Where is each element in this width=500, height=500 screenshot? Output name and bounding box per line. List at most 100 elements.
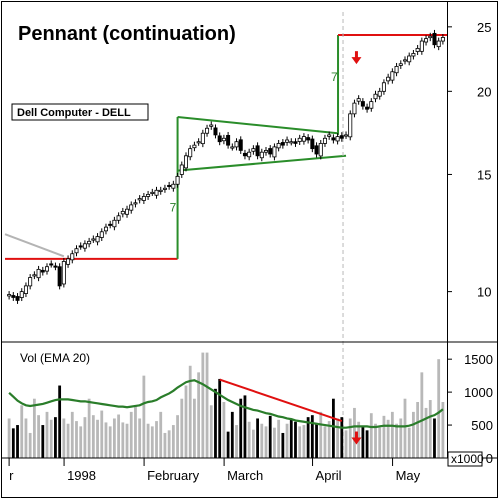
price-candle: [415, 44, 420, 56]
volume-bar: [193, 398, 196, 458]
price-y-tick-label: 20: [477, 84, 491, 99]
price-candle: [419, 37, 424, 55]
price-candle: [398, 60, 403, 69]
volume-bar: [45, 411, 49, 458]
axes: 10 15 20 25 Pennant (continuation) Dell Compu…: [1, 1, 497, 483]
volume-bar: [87, 398, 91, 458]
volume-bar: [117, 414, 121, 458]
price-candle: [141, 193, 146, 204]
volume-bar: [298, 426, 302, 458]
x-tick-label: March: [227, 468, 263, 483]
price-candle: [137, 195, 142, 204]
volume-bar: [159, 411, 163, 458]
price-candle: [120, 207, 125, 218]
price-candle: [45, 263, 50, 275]
price-candle: [179, 161, 184, 178]
price-candle: [276, 139, 281, 152]
price-candle: [428, 32, 433, 42]
price-candle: [424, 35, 429, 46]
volume-bar: [251, 429, 255, 458]
volume-bar: [235, 425, 238, 458]
price-candle: [217, 132, 222, 146]
volume-bar: [49, 419, 53, 458]
volume-bar: [201, 352, 205, 458]
volume-y-tick-label: 500: [471, 418, 493, 433]
volume-bar: [32, 398, 36, 458]
price-candle: [411, 50, 416, 60]
x-tick-label: April: [316, 468, 342, 483]
volume-bar: [138, 418, 142, 458]
price-candle: [255, 142, 260, 160]
volume-bar: [16, 425, 19, 458]
volume-bar: [222, 402, 226, 458]
volume-bar: [441, 402, 445, 458]
price-candle: [226, 131, 231, 149]
volume-bar: [268, 415, 272, 458]
volume-bar: [188, 365, 192, 458]
volume-bar: [433, 418, 436, 458]
price-candle: [133, 199, 138, 208]
price-candle: [318, 139, 323, 160]
price-candle: [125, 205, 130, 218]
volume-bar: [437, 359, 441, 458]
price-candle: [82, 240, 87, 252]
volume-bar: [96, 419, 99, 458]
volume-bar: [386, 419, 390, 458]
volume-bar: [28, 432, 32, 458]
volume-bar: [108, 426, 112, 458]
volume-bar: [294, 421, 297, 458]
price-candle: [386, 73, 391, 85]
price-candle: [175, 172, 180, 188]
price-candle: [40, 266, 45, 276]
price-candle: [238, 136, 243, 154]
price-candle: [108, 220, 113, 229]
volume-bar: [66, 423, 70, 458]
volume-bar: [256, 418, 259, 458]
price-candle: [196, 138, 201, 146]
volume-y-tick-label: 1000: [464, 385, 493, 400]
x-tick-label: 1998: [67, 468, 96, 483]
volume-bar: [395, 423, 398, 458]
price-candle: [272, 143, 277, 161]
price-candle: [247, 148, 252, 161]
volume-bar: [24, 418, 28, 458]
volume-bar: [424, 407, 428, 458]
volume-bar: [125, 423, 129, 458]
price-candle: [171, 180, 176, 192]
volume-bar: [197, 372, 201, 458]
price-candle: [407, 52, 412, 66]
volume-bar: [365, 430, 369, 458]
price-candle: [373, 90, 378, 103]
x-tick-label: February: [147, 468, 200, 483]
price-candle: [99, 228, 104, 241]
series-label: Dell Computer - DELL: [17, 107, 131, 119]
volume-bar: [62, 418, 66, 458]
volume-bar: [323, 426, 327, 458]
volume-bar: [104, 422, 108, 458]
price-candle: [280, 139, 285, 149]
volume-bar: [180, 398, 184, 458]
volume-bar: [302, 425, 306, 458]
price-candle: [234, 138, 239, 151]
volume-bar: [239, 398, 243, 458]
price-candle: [200, 129, 205, 148]
price-candle: [348, 110, 353, 141]
price-candle: [74, 245, 79, 257]
price-candle: [297, 134, 302, 145]
price-candle: [188, 145, 193, 161]
price-candle: [285, 136, 290, 146]
price-candle: [91, 235, 96, 243]
price-candle: [264, 146, 269, 156]
price-candle: [310, 135, 315, 153]
price-candle: [356, 95, 361, 105]
x-tick-label: r: [9, 468, 14, 483]
volume-bar: [20, 405, 24, 458]
volume-bar: [100, 410, 104, 458]
volume-bar: [121, 422, 125, 458]
volume-bar: [209, 405, 213, 458]
price-y-tick-label: 10: [477, 285, 491, 300]
price-candle: [103, 223, 108, 235]
price-candle: [436, 37, 441, 51]
price-candle: [289, 138, 294, 146]
